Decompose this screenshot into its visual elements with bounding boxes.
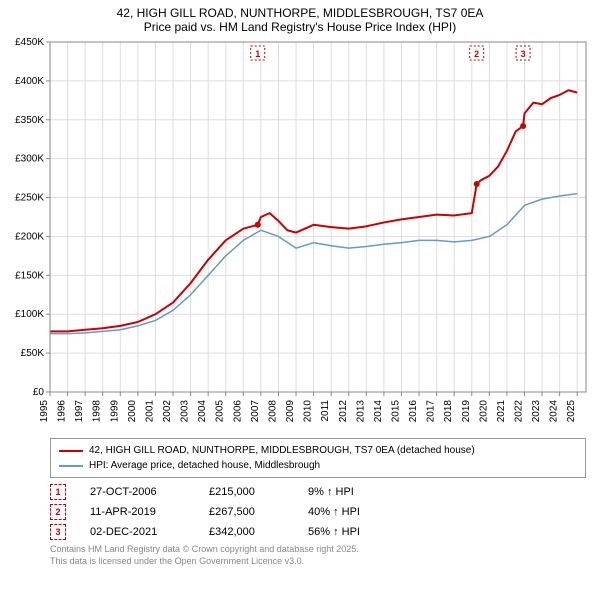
- svg-text:2021: 2021: [496, 400, 507, 423]
- svg-text:2010: 2010: [303, 400, 314, 423]
- svg-text:2009: 2009: [285, 400, 296, 423]
- svg-text:2020: 2020: [478, 400, 489, 423]
- sale-marker-icon: 3: [50, 524, 66, 540]
- svg-text:2024: 2024: [549, 400, 560, 423]
- svg-text:£50K: £50K: [21, 348, 45, 359]
- svg-text:£0: £0: [33, 387, 45, 398]
- svg-text:2023: 2023: [531, 400, 542, 423]
- svg-text:2003: 2003: [180, 400, 191, 423]
- sales-row: 1 27-OCT-2006 £215,000 9% ↑ HPI: [50, 484, 586, 500]
- legend-label-1: 42, HIGH GILL ROAD, NUNTHORPE, MIDDLESBR…: [89, 443, 475, 458]
- sale-date: 02-DEC-2021: [90, 526, 185, 538]
- sale-price: £342,000: [209, 526, 284, 538]
- svg-text:2000: 2000: [127, 400, 138, 423]
- svg-text:1997: 1997: [74, 400, 85, 423]
- svg-text:2002: 2002: [162, 400, 173, 423]
- chart-container: 42, HIGH GILL ROAD, NUNTHORPE, MIDDLESBR…: [0, 0, 600, 567]
- sale-marker-icon: 1: [50, 484, 66, 500]
- svg-text:1: 1: [255, 49, 260, 59]
- sales-row: 2 11-APR-2019 £267,500 40% ↑ HPI: [50, 504, 586, 520]
- svg-text:1999: 1999: [109, 400, 120, 423]
- svg-text:£150K: £150K: [15, 270, 44, 281]
- line-chart-svg: £0 £50K £100K £150K £200K £250K £300K £350K £400…: [0, 34, 600, 434]
- svg-text:£200K: £200K: [15, 231, 44, 242]
- svg-text:2012: 2012: [338, 400, 349, 423]
- sale-diff: 9% ↑ HPI: [308, 486, 408, 498]
- svg-text:2008: 2008: [267, 400, 278, 423]
- chart-plot-area: £0 £50K £100K £150K £200K £250K £300K £350K £400…: [0, 34, 600, 434]
- svg-text:1996: 1996: [57, 400, 68, 423]
- sale-marker-icon: 2: [50, 504, 66, 520]
- sale-diff: 56% ↑ HPI: [308, 526, 408, 538]
- svg-text:2017: 2017: [426, 400, 437, 423]
- svg-text:2015: 2015: [390, 400, 401, 423]
- sale-date: 27-OCT-2006: [90, 486, 185, 498]
- legend-row-2: HPI: Average price, detached house, Midd…: [59, 458, 577, 473]
- footer-attribution: Contains HM Land Registry data © Crown c…: [50, 544, 586, 567]
- svg-text:2019: 2019: [461, 400, 472, 423]
- footer-line-2: This data is licensed under the Open Gov…: [50, 556, 586, 568]
- svg-text:2005: 2005: [215, 400, 226, 423]
- title-line-2: Price paid vs. HM Land Registry's House …: [0, 20, 600, 34]
- svg-text:£250K: £250K: [15, 193, 44, 204]
- svg-text:2006: 2006: [232, 400, 243, 423]
- legend-box: 42, HIGH GILL ROAD, NUNTHORPE, MIDDLESBR…: [50, 438, 586, 478]
- sales-row: 3 02-DEC-2021 £342,000 56% ↑ HPI: [50, 524, 586, 540]
- svg-text:3: 3: [521, 49, 526, 59]
- svg-text:1995: 1995: [39, 400, 50, 423]
- svg-text:1998: 1998: [92, 400, 103, 423]
- svg-text:£400K: £400K: [15, 76, 44, 87]
- sale-price: £267,500: [209, 506, 284, 518]
- svg-text:£350K: £350K: [15, 115, 44, 126]
- footer-line-1: Contains HM Land Registry data © Crown c…: [50, 544, 586, 556]
- svg-text:£100K: £100K: [15, 309, 44, 320]
- svg-text:2: 2: [474, 49, 479, 59]
- svg-text:2014: 2014: [373, 400, 384, 423]
- sale-price: £215,000: [209, 486, 284, 498]
- chart-titles: 42, HIGH GILL ROAD, NUNTHORPE, MIDDLESBR…: [0, 0, 600, 34]
- svg-text:2016: 2016: [408, 400, 419, 423]
- legend-row-1: 42, HIGH GILL ROAD, NUNTHORPE, MIDDLESBR…: [59, 443, 577, 458]
- sale-date: 11-APR-2019: [90, 506, 185, 518]
- svg-text:2025: 2025: [566, 400, 577, 423]
- svg-text:2011: 2011: [320, 400, 331, 422]
- svg-text:2007: 2007: [250, 400, 261, 423]
- legend-label-2: HPI: Average price, detached house, Midd…: [89, 458, 320, 473]
- title-line-1: 42, HIGH GILL ROAD, NUNTHORPE, MIDDLESBR…: [0, 6, 600, 20]
- svg-text:£300K: £300K: [15, 154, 44, 165]
- legend-swatch-2: [59, 465, 83, 467]
- svg-text:2018: 2018: [443, 400, 454, 423]
- svg-text:2001: 2001: [144, 400, 155, 423]
- svg-text:2022: 2022: [513, 400, 524, 423]
- sales-table: 1 27-OCT-2006 £215,000 9% ↑ HPI 2 11-APR-2019…: [50, 484, 586, 540]
- legend-swatch-1: [59, 450, 83, 452]
- svg-text:2013: 2013: [355, 400, 366, 423]
- sale-diff: 40% ↑ HPI: [308, 506, 408, 518]
- svg-text:2004: 2004: [197, 400, 208, 423]
- svg-text:£450K: £450K: [15, 37, 44, 48]
